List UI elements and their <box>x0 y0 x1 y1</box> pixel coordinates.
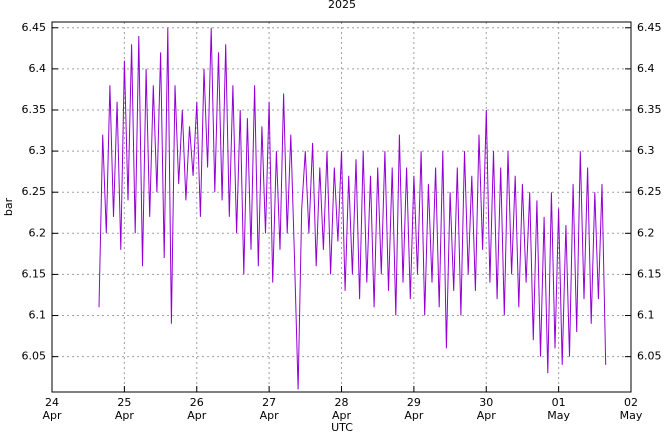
y-tick-label: 6.1 <box>29 309 47 322</box>
y2-tick-label: 6.45 <box>637 21 662 34</box>
x-tick-label-line: Apr <box>187 409 207 422</box>
plot-border <box>51 21 632 393</box>
x-tick-label-line: 26 <box>190 396 204 409</box>
y2-tick-label: 6.35 <box>637 103 662 116</box>
y2-tick-label: 6.2 <box>637 226 655 239</box>
x-tick-label: 28 Apr <box>332 396 352 422</box>
x-tick-label: 30 Apr <box>477 396 497 422</box>
chart-title: 2025 <box>328 0 356 11</box>
x-tick-label-line: Apr <box>477 409 497 422</box>
y-tick-label: 6.15 <box>22 267 47 280</box>
x-tick-label-line: 29 <box>407 396 421 409</box>
x-tick-label-line: May <box>547 409 570 422</box>
x-tick-label-line: Apr <box>260 409 280 422</box>
x-tick-label-line: 01 <box>552 396 566 409</box>
y-tick-label: 6.45 <box>22 21 47 34</box>
x-tick-label-line: 28 <box>335 396 349 409</box>
x-tick-label-line: Apr <box>115 409 135 422</box>
y2-tick-label: 6.15 <box>637 267 662 280</box>
x-tick-label: 29 Apr <box>404 396 424 422</box>
x-tick-label-line: Apr <box>404 409 424 422</box>
x-tick-label-line: 27 <box>262 396 276 409</box>
x-tick-label-line: May <box>620 409 643 422</box>
x-tick-label: 01 May <box>547 396 570 422</box>
y-tick-label: 6.05 <box>22 350 47 363</box>
x-tick-label-line: Apr <box>42 409 62 422</box>
x-tick-label-line: 24 <box>45 396 59 409</box>
x-tick-label-line: 02 <box>624 396 638 409</box>
y2-tick-label: 6.25 <box>637 185 662 198</box>
x-tick-label-line: 30 <box>479 396 493 409</box>
x-tick-label: 24 Apr <box>42 396 62 422</box>
y2-tick-label: 6.1 <box>637 309 655 322</box>
x-axis-label: UTC <box>331 421 353 432</box>
data-line <box>98 27 607 390</box>
y2-tick-label: 6.3 <box>637 144 655 157</box>
y2-tick-label: 6.4 <box>637 62 655 75</box>
x-tick-label: 25 Apr <box>115 396 135 422</box>
x-tick-label-line: Apr <box>332 409 352 422</box>
x-tick-label-line: 25 <box>117 396 131 409</box>
y-tick-label: 6.35 <box>22 103 47 116</box>
y-axis-label: bar <box>2 197 15 216</box>
y-tick-label: 6.25 <box>22 185 47 198</box>
x-tick-label: 27 Apr <box>260 396 280 422</box>
y-tick-label: 6.4 <box>29 62 47 75</box>
y-tick-label: 6.3 <box>29 144 47 157</box>
x-tick-label: 26 Apr <box>187 396 207 422</box>
y2-tick-label: 6.05 <box>637 350 662 363</box>
y-tick-label: 6.2 <box>29 226 47 239</box>
x-tick-label: 02 May <box>620 396 643 422</box>
